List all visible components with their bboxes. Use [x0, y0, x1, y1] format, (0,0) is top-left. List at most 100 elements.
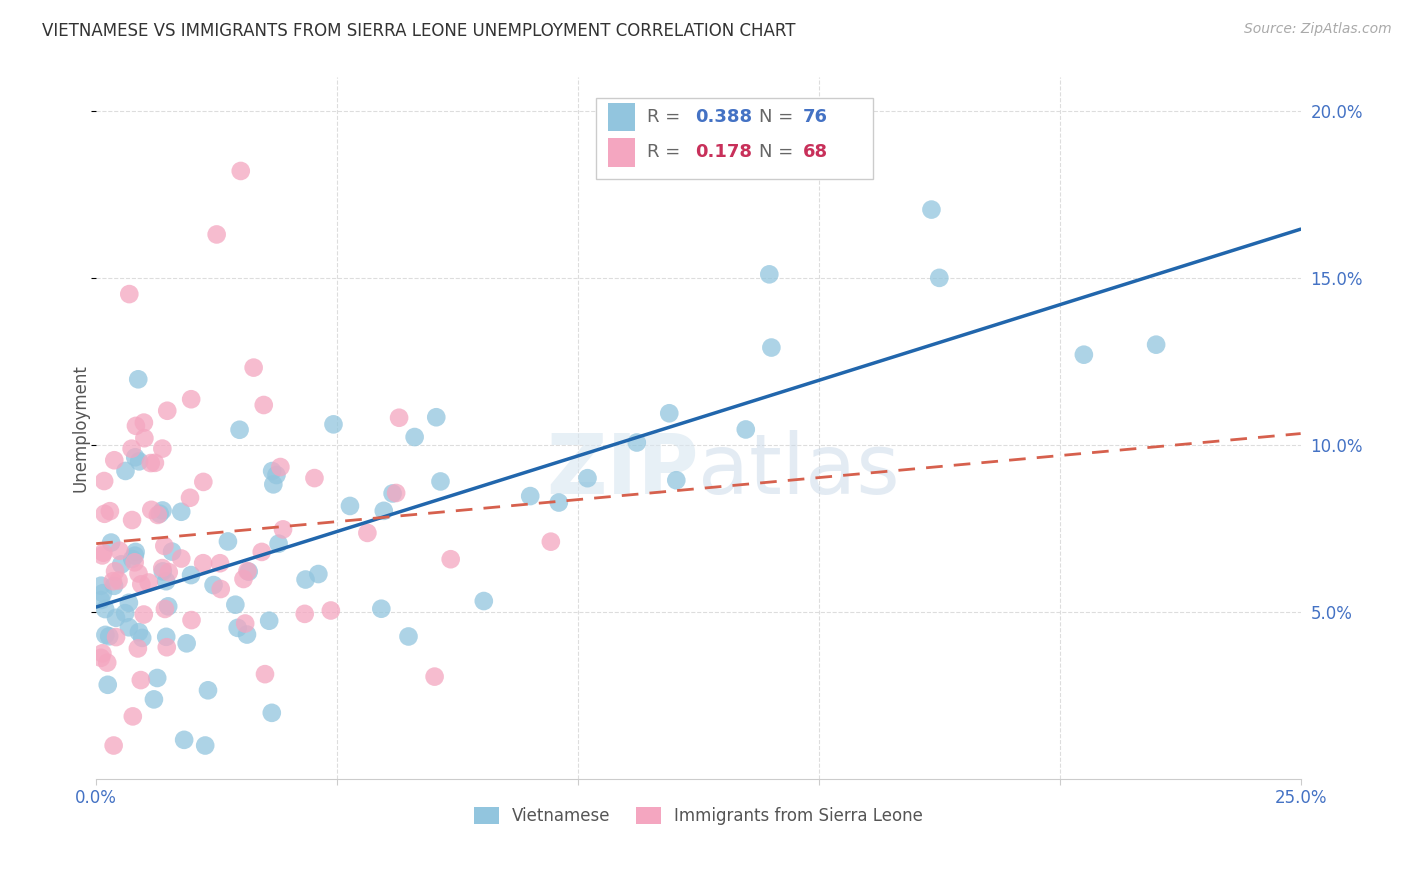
Point	[547, 495, 569, 509]
Point	[208, 556, 231, 570]
Point	[170, 505, 193, 519]
Text: Source: ZipAtlas.com: Source: ZipAtlas.com	[1244, 22, 1392, 37]
Point	[209, 582, 232, 596]
Point	[152, 565, 174, 579]
Point	[124, 450, 146, 465]
Point	[121, 709, 143, 723]
Text: N =: N =	[759, 144, 799, 161]
Point	[143, 456, 166, 470]
Point	[398, 630, 420, 644]
Point	[90, 579, 112, 593]
Point	[90, 650, 112, 665]
Point	[179, 491, 201, 505]
Point	[121, 442, 143, 456]
Point	[124, 545, 146, 559]
Point	[150, 561, 173, 575]
Point	[114, 606, 136, 620]
Point	[156, 640, 179, 655]
Point	[157, 599, 180, 614]
Point	[576, 471, 599, 485]
Point	[236, 564, 259, 578]
Point	[540, 534, 562, 549]
Point	[105, 611, 128, 625]
Point	[271, 522, 294, 536]
Legend: Vietnamese, Immigrants from Sierra Leone: Vietnamese, Immigrants from Sierra Leone	[465, 799, 931, 834]
Point	[250, 545, 273, 559]
Text: N =: N =	[759, 109, 799, 127]
FancyBboxPatch shape	[609, 138, 634, 167]
Point	[385, 486, 408, 500]
Point	[157, 565, 180, 579]
Point	[118, 620, 141, 634]
Point	[229, 164, 252, 178]
Point	[105, 630, 128, 644]
Point	[155, 574, 177, 589]
Point	[142, 692, 165, 706]
Point	[425, 410, 447, 425]
Point	[155, 630, 177, 644]
Point	[1144, 337, 1167, 351]
Point	[180, 392, 202, 407]
FancyBboxPatch shape	[596, 98, 873, 179]
Point	[124, 549, 146, 563]
Point	[319, 603, 342, 617]
Point	[202, 578, 225, 592]
Point	[101, 574, 124, 589]
Y-axis label: Unemployment: Unemployment	[72, 364, 89, 492]
Point	[180, 568, 202, 582]
Point	[294, 607, 316, 621]
Point	[472, 594, 495, 608]
Point	[103, 453, 125, 467]
Point	[94, 602, 117, 616]
Point	[381, 486, 404, 500]
Point	[108, 543, 131, 558]
Point	[440, 552, 463, 566]
Point	[103, 579, 125, 593]
Point	[100, 535, 122, 549]
Point	[128, 625, 150, 640]
Point	[920, 202, 942, 217]
Point	[132, 607, 155, 622]
Point	[152, 503, 174, 517]
Point	[91, 646, 114, 660]
Point	[253, 667, 276, 681]
Point	[197, 683, 219, 698]
Point	[191, 556, 214, 570]
Point	[233, 616, 256, 631]
Point	[128, 566, 150, 581]
Text: 68: 68	[803, 144, 828, 161]
Text: 0.388: 0.388	[695, 109, 752, 127]
Point	[90, 593, 112, 607]
Point	[260, 706, 283, 720]
Point	[423, 670, 446, 684]
Point	[322, 417, 344, 432]
Point	[128, 454, 150, 468]
Point	[262, 464, 284, 478]
Point	[131, 631, 153, 645]
Point	[96, 656, 118, 670]
Point	[153, 602, 176, 616]
Point	[253, 398, 276, 412]
Point	[193, 475, 215, 489]
Point	[107, 574, 129, 588]
Text: ZIP: ZIP	[546, 430, 699, 511]
Point	[118, 287, 141, 301]
Point	[304, 471, 326, 485]
Point	[339, 499, 361, 513]
Point	[127, 641, 149, 656]
Point	[626, 435, 648, 450]
Point	[98, 629, 121, 643]
Point	[138, 575, 160, 590]
Point	[118, 596, 141, 610]
Point	[734, 422, 756, 436]
Point	[388, 410, 411, 425]
Point	[257, 614, 280, 628]
Point	[242, 360, 264, 375]
Point	[429, 475, 451, 489]
Point	[134, 431, 156, 445]
Point	[519, 489, 541, 503]
Point	[124, 555, 146, 569]
Text: R =: R =	[647, 109, 686, 127]
Point	[232, 572, 254, 586]
Point	[141, 503, 163, 517]
